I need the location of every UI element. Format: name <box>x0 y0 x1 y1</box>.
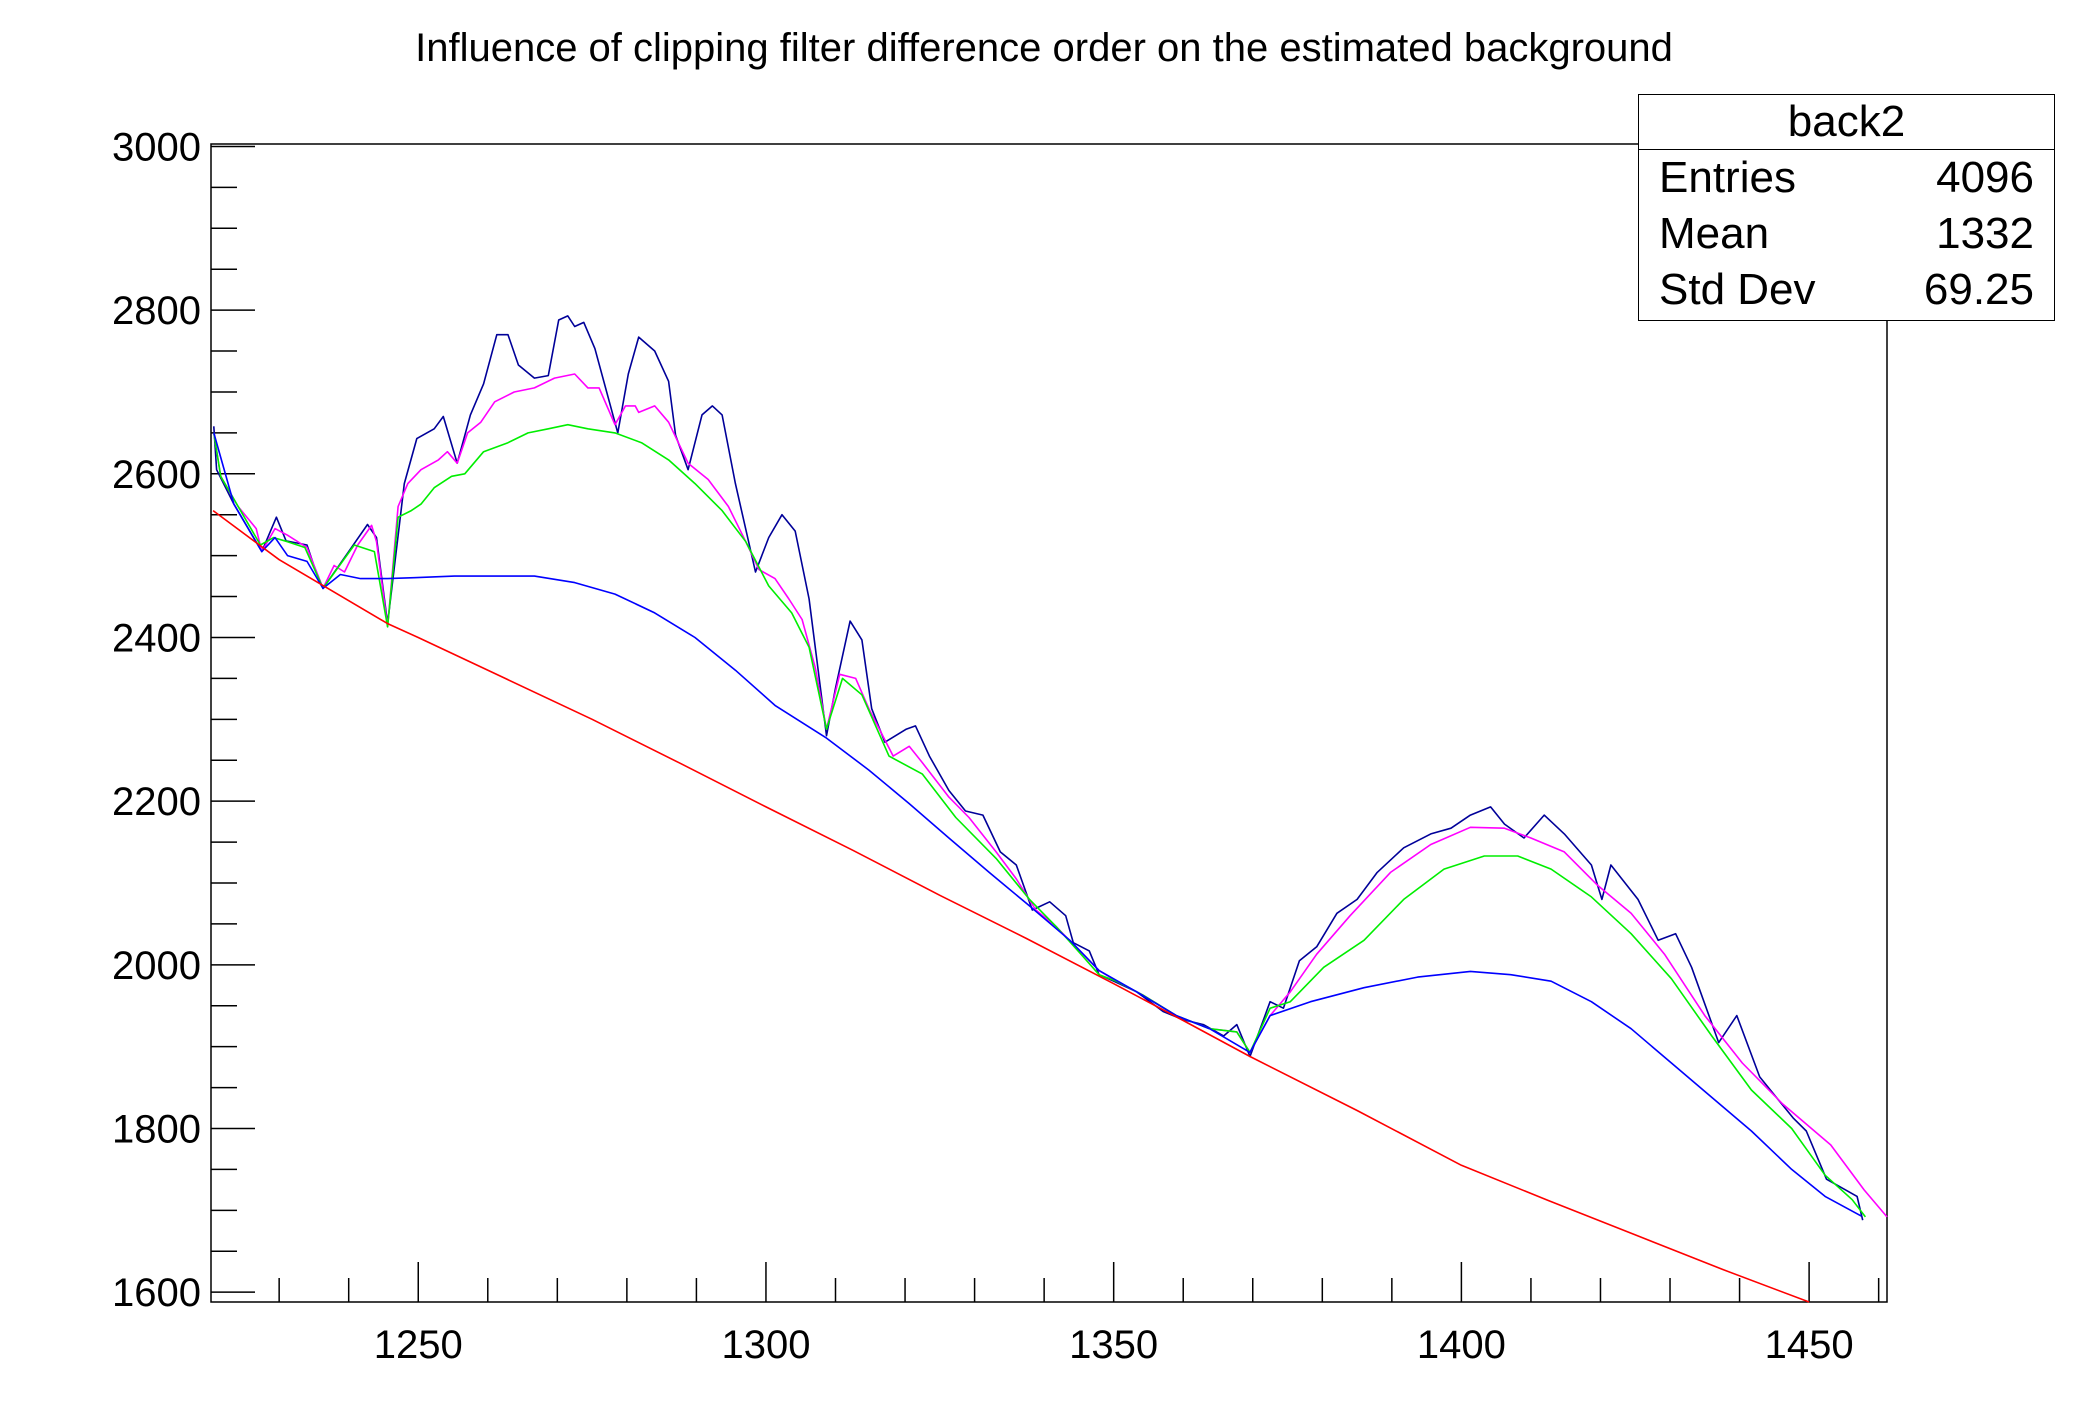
x-tick-label: 1450 <box>1765 1323 1854 1367</box>
stats-row-entries: Entries 4096 <box>1639 150 2054 206</box>
stats-value: 1332 <box>1936 209 2034 258</box>
stats-value: 4096 <box>1936 153 2034 202</box>
y-tick-label: 2800 <box>112 289 201 333</box>
x-tick-label: 1300 <box>721 1323 810 1367</box>
stats-label: Std Dev <box>1659 265 1816 314</box>
axis-ticks: 1250 1300 1350 1400 1450 1600 1800 2000 2200 2400… <box>112 125 1880 1367</box>
series-group <box>212 315 1888 1303</box>
series-line-1 <box>213 373 1888 1218</box>
x-tick-label: 1250 <box>374 1323 463 1367</box>
y-tick-label: 2600 <box>112 453 201 497</box>
y-tick-label: 2400 <box>112 616 201 660</box>
stats-box-title: back2 <box>1639 95 2054 150</box>
x-tick-label: 1400 <box>1417 1323 1506 1367</box>
y-tick-label: 3000 <box>112 125 201 169</box>
y-tick-label: 2000 <box>112 944 201 988</box>
x-tick-label: 1350 <box>1069 1323 1158 1367</box>
stats-label: Entries <box>1659 153 1796 202</box>
series-line-2 <box>213 423 1867 1218</box>
series-line-4 <box>212 509 1810 1303</box>
stats-box: back2 Entries 4096 Mean 1332 Std Dev 69.… <box>1638 94 2055 321</box>
stats-value: 69.25 <box>1923 265 2034 314</box>
stats-row-stddev: Std Dev 69.25 <box>1639 262 2054 318</box>
y-tick-label: 1600 <box>112 1271 201 1315</box>
chart-title: Influence of clipping filter difference … <box>415 26 1673 70</box>
stats-row-mean: Mean 1332 <box>1639 206 2054 262</box>
y-tick-label: 2200 <box>112 780 201 824</box>
plot-frame <box>210 143 1888 1303</box>
series-line-3 <box>213 432 1862 1217</box>
y-tick-label: 1800 <box>112 1108 201 1152</box>
stats-label: Mean <box>1659 209 1770 258</box>
